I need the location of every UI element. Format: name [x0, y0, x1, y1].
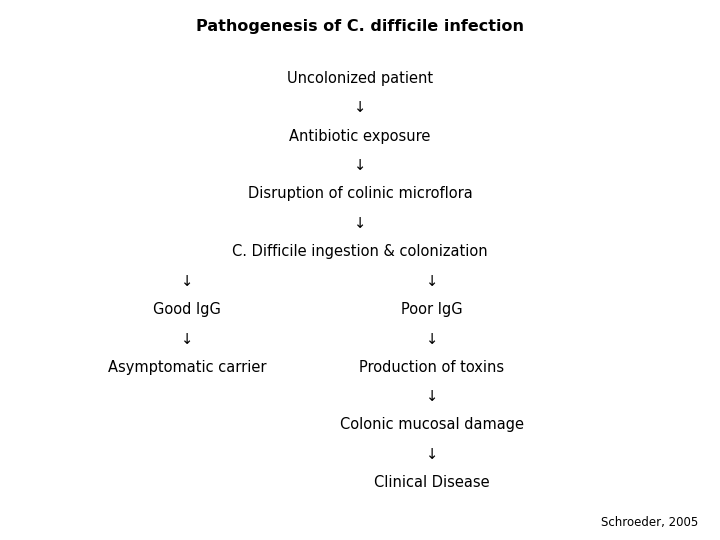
Text: Production of toxins: Production of toxins [359, 360, 505, 375]
Text: ↓: ↓ [354, 216, 366, 231]
Text: Pathogenesis of C. difficile infection: Pathogenesis of C. difficile infection [196, 19, 524, 34]
Text: Asymptomatic carrier: Asymptomatic carrier [108, 360, 266, 375]
Text: ↓: ↓ [426, 332, 438, 347]
Text: Good IgG: Good IgG [153, 302, 221, 317]
Text: ↓: ↓ [426, 274, 438, 289]
Text: ↓: ↓ [426, 447, 438, 462]
Text: Uncolonized patient: Uncolonized patient [287, 71, 433, 86]
Text: Schroeder, 2005: Schroeder, 2005 [601, 516, 698, 529]
Text: ↓: ↓ [181, 332, 194, 347]
Text: ↓: ↓ [354, 100, 366, 116]
Text: Disruption of colinic microflora: Disruption of colinic microflora [248, 186, 472, 201]
Text: ↓: ↓ [354, 158, 366, 173]
Text: Antibiotic exposure: Antibiotic exposure [289, 129, 431, 144]
Text: Poor IgG: Poor IgG [401, 302, 463, 317]
Text: ↓: ↓ [181, 274, 194, 289]
Text: C. Difficile ingestion & colonization: C. Difficile ingestion & colonization [232, 244, 488, 259]
Text: Clinical Disease: Clinical Disease [374, 475, 490, 490]
Text: ↓: ↓ [426, 389, 438, 404]
Text: Colonic mucosal damage: Colonic mucosal damage [340, 417, 524, 433]
